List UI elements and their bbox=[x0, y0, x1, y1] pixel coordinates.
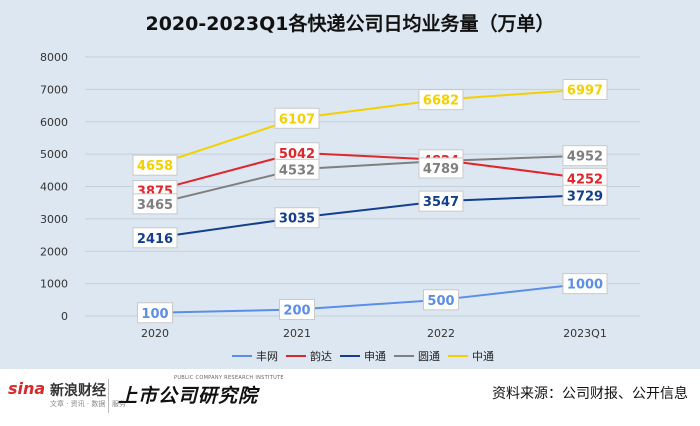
data-label: 4252 bbox=[567, 172, 603, 187]
data-label-box bbox=[423, 289, 459, 311]
data-label: 1000 bbox=[567, 278, 603, 293]
y-tick-label: 6000 bbox=[40, 116, 68, 129]
data-label-box bbox=[418, 89, 464, 111]
legend-label: 圆通 bbox=[418, 350, 440, 363]
series-line-中通 bbox=[154, 88, 586, 167]
legend-label: 中通 bbox=[472, 350, 494, 363]
y-tick-label: 0 bbox=[61, 310, 68, 323]
line-chart: 2020-2023Q1各快递公司日均业务量（万单） 0 1000 2000 3000 40… bbox=[40, 12, 640, 363]
data-label-box bbox=[418, 157, 464, 179]
data-label-box bbox=[562, 145, 608, 167]
sina-finance-wordmark: 新浪财经 bbox=[50, 383, 106, 399]
data-label: 4658 bbox=[137, 159, 173, 174]
x-tick-label: 2020 bbox=[141, 327, 169, 340]
y-tick-label: 1000 bbox=[40, 278, 68, 291]
series-line-丰网 bbox=[154, 282, 586, 314]
footer-bar: sina 新浪财经 文章 · 资讯 · 数据 · 服务 上市公司研究院 PUBL… bbox=[0, 369, 700, 426]
y-tick-label: 5000 bbox=[40, 148, 68, 161]
data-label-box bbox=[562, 78, 608, 100]
data-label: 3547 bbox=[423, 195, 459, 210]
legend-label: 韵达 bbox=[310, 349, 332, 363]
sina-finance-tagline: 文章 · 资讯 · 数据 · 服务 bbox=[50, 400, 127, 408]
data-label: 200 bbox=[283, 304, 310, 319]
series-line-申通 bbox=[154, 194, 586, 239]
data-label: 100 bbox=[141, 307, 168, 322]
y-tick-label: 2000 bbox=[40, 245, 68, 258]
x-tick-label: 2021 bbox=[283, 327, 311, 340]
data-label-box bbox=[274, 158, 320, 180]
legend-label: 丰网 bbox=[256, 350, 278, 363]
data-label: 3729 bbox=[567, 189, 603, 204]
data-label-box bbox=[562, 273, 608, 295]
data-label-box bbox=[132, 193, 178, 215]
research-institute-logo: 上市公司研究院 bbox=[118, 385, 259, 407]
x-tick-label: 2023Q1 bbox=[563, 327, 607, 340]
legend-label: 申通 bbox=[364, 350, 386, 363]
data-label-box bbox=[132, 227, 178, 249]
data-label: 2416 bbox=[137, 232, 173, 247]
data-label-box bbox=[132, 154, 178, 176]
y-tick-label: 4000 bbox=[40, 181, 68, 194]
x-tick-label: 2022 bbox=[427, 327, 455, 340]
data-label: 4532 bbox=[279, 163, 315, 178]
y-tick-label: 7000 bbox=[40, 83, 68, 96]
series-line-圆通 bbox=[154, 154, 586, 205]
y-tick-label: 8000 bbox=[40, 51, 68, 64]
data-label: 6107 bbox=[279, 112, 315, 127]
data-label: 5042 bbox=[279, 147, 315, 162]
data-label-box bbox=[562, 184, 608, 206]
data-source-note: 资料来源：公司财报、公开信息 bbox=[492, 386, 688, 402]
data-label: 500 bbox=[427, 294, 454, 309]
data-label: 4952 bbox=[567, 150, 603, 165]
research-institute-english: PUBLIC COMPANY RESEARCH INSTITUTE bbox=[174, 375, 284, 381]
data-label: 3465 bbox=[137, 198, 173, 213]
footer-divider bbox=[108, 379, 109, 413]
data-label-box bbox=[274, 207, 320, 229]
series-line-韵达 bbox=[154, 151, 586, 192]
data-label-box bbox=[418, 190, 464, 212]
sina-logo: sina bbox=[8, 379, 46, 398]
data-label: 6682 bbox=[423, 94, 459, 109]
data-label-box bbox=[137, 302, 173, 324]
y-tick-label: 3000 bbox=[40, 213, 68, 226]
data-label: 4789 bbox=[423, 162, 459, 177]
data-label: 6997 bbox=[567, 83, 603, 98]
data-label: 3035 bbox=[279, 212, 315, 227]
chart-title: 2020-2023Q1各快递公司日均业务量（万单） bbox=[145, 12, 554, 35]
data-label-box bbox=[279, 299, 315, 321]
data-label-box bbox=[274, 107, 320, 129]
